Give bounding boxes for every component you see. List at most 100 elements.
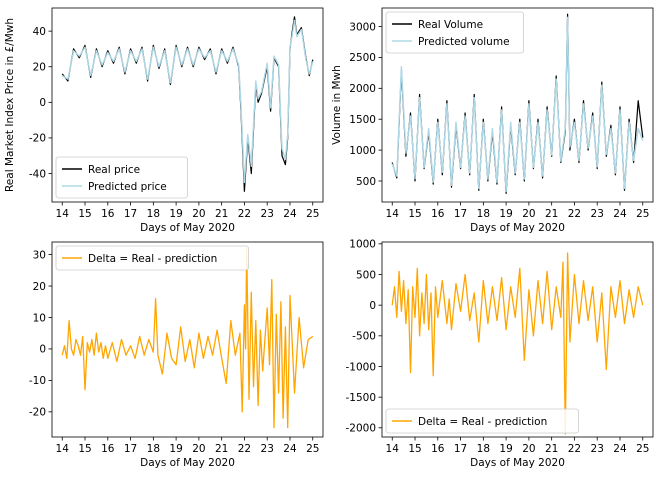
- price-delta-x-tick-label: 24: [283, 443, 297, 455]
- volume-delta-x-tick-label: 19: [499, 443, 512, 455]
- volume-x-tick-label: 15: [408, 208, 421, 220]
- volume-legend: Real Volume Predicted volume: [385, 11, 525, 54]
- volume-delta-x-tick-label: 15: [408, 443, 421, 455]
- volume-delta-legend: Delta = Real - prediction: [385, 408, 579, 434]
- price-legend-box: [55, 156, 188, 199]
- volume-delta-x-tick-label: 18: [477, 443, 490, 455]
- volume-delta-y-tick-label: 500: [356, 269, 376, 281]
- volume-x-axis-label: Days of May 2020: [470, 222, 565, 234]
- price-delta-series-group: [61, 247, 314, 429]
- price-x-tick-label: 22: [238, 208, 251, 220]
- price-y-tick-label: -20: [29, 133, 46, 145]
- volume-delta-x-tick-label: 24: [613, 443, 627, 455]
- price-legend-label-0: Real price: [88, 164, 140, 176]
- price-delta-x-tick-label: 18: [147, 443, 160, 455]
- price-delta-chart: 14 15 16 17 18 19 20 21 22 23 24 25 -20 -10 0 10 20 30 Day…: [29, 241, 324, 469]
- price-x-tick-label: 18: [147, 208, 160, 220]
- volume-x-tick-label: 19: [499, 208, 512, 220]
- price-x-axis-label: Days of May 2020: [140, 222, 235, 234]
- price-x-tick-label: 14: [56, 208, 70, 220]
- price-delta-y-tick-label: 30: [33, 249, 46, 261]
- volume-x-tick-label: 16: [431, 208, 445, 220]
- price-delta-series-0-line: [61, 247, 314, 429]
- volume-axes-frame: [381, 7, 654, 203]
- price-x-tick-label: 24: [283, 208, 297, 220]
- volume-legend-box: [385, 11, 525, 54]
- price-y-tick-label: -40: [29, 168, 46, 180]
- volume-x-tick-label: 14: [386, 208, 400, 220]
- volume-y-tick-label: 500: [356, 176, 376, 188]
- volume-legend-label-0: Real Volume: [418, 19, 483, 31]
- price-delta-y-tick-label: 20: [33, 281, 46, 293]
- price-delta-y-tick-label: 10: [33, 312, 46, 324]
- volume-y-tick-label: 1000: [349, 145, 376, 157]
- price-axes-frame: [51, 7, 324, 203]
- price-delta-legend-box: [55, 245, 249, 271]
- price-delta-y-tick-label: -10: [29, 375, 46, 387]
- price-legend-label-1: Predicted price: [88, 181, 167, 193]
- price-y-tick-label: 20: [33, 62, 46, 74]
- volume-delta-x-tick-label: 16: [431, 443, 445, 455]
- volume-y-tick-label: 2500: [349, 52, 376, 64]
- price-legend: Real price Predicted price: [55, 156, 188, 199]
- price-x-tick-label: 20: [192, 208, 205, 220]
- volume-series-1-line: [391, 16, 644, 193]
- volume-delta-axes-frame: [381, 241, 654, 438]
- price-delta-y-tick-label: -20: [29, 407, 46, 419]
- volume-series-group: [391, 13, 644, 194]
- volume-y-tick-label: 1500: [349, 114, 376, 126]
- price-delta-x-tick-label: 15: [78, 443, 91, 455]
- price-delta-x-tick-label: 23: [261, 443, 274, 455]
- volume-x-tick-label: 18: [477, 208, 490, 220]
- price-chart: 14 15 16 17 18 19 20 21 22 23 24 25 -40 -20 0 20 40 Days …: [4, 7, 324, 234]
- price-x-tick-label: 15: [78, 208, 91, 220]
- volume-x-tick-label: 23: [591, 208, 604, 220]
- volume-y-tick-label: 2000: [349, 83, 376, 95]
- volume-delta-x-axis-label: Days of May 2020: [470, 457, 565, 469]
- price-y-axis-label: Real Market Index Price in £/Mwh: [4, 18, 16, 192]
- volume-x-tick-label: 21: [545, 208, 558, 220]
- price-x-tick-label: 17: [124, 208, 137, 220]
- volume-delta-chart: 14 15 16 17 18 19 20 21 22 23 24 25 -2000 -1500 -1000 -…: [345, 239, 654, 469]
- volume-delta-y-tick-label: 0: [369, 300, 376, 312]
- price-series-1-line: [61, 19, 314, 184]
- price-delta-x-tick-label: 16: [101, 443, 115, 455]
- volume-delta-x-tick-label: 17: [454, 443, 467, 455]
- price-delta-x-tick-label: 22: [238, 443, 251, 455]
- price-delta-x-tick-label: 14: [56, 443, 70, 455]
- volume-x-tick-label: 24: [613, 208, 627, 220]
- volume-x-tick-label: 25: [636, 208, 649, 220]
- volume-delta-x-tick-label: 14: [386, 443, 400, 455]
- price-x-tick-label: 23: [261, 208, 274, 220]
- volume-delta-legend-box: [385, 408, 579, 434]
- price-delta-x-tick-label: 19: [169, 443, 182, 455]
- price-y-tick-label: 40: [33, 26, 46, 38]
- volume-delta-x-tick-label: 23: [591, 443, 604, 455]
- price-delta-x-tick-label: 21: [215, 443, 228, 455]
- volume-y-axis-label: Volume in Mwh: [331, 65, 343, 145]
- price-delta-x-tick-label: 17: [124, 443, 137, 455]
- volume-y-tick-label: 3000: [349, 21, 376, 33]
- volume-delta-x-tick-label: 21: [545, 443, 558, 455]
- volume-legend-label-1: Predicted volume: [418, 36, 510, 48]
- volume-delta-series-0-line: [391, 252, 644, 435]
- price-series-group: [61, 16, 314, 192]
- price-delta-x-tick-label: 25: [306, 443, 319, 455]
- price-x-tick-label: 21: [215, 208, 228, 220]
- price-delta-legend-label-0: Delta = Real - prediction: [88, 253, 217, 265]
- volume-delta-y-tick-label: -2000: [345, 423, 376, 435]
- price-delta-y-tick-label: 0: [39, 344, 46, 356]
- volume-delta-series-group: [391, 252, 644, 435]
- price-delta-x-tick-label: 20: [192, 443, 205, 455]
- volume-delta-x-tick-label: 22: [568, 443, 581, 455]
- volume-delta-legend-label-0: Delta = Real - prediction: [418, 416, 547, 428]
- volume-x-tick-label: 22: [568, 208, 581, 220]
- price-x-tick-label: 16: [101, 208, 115, 220]
- price-delta-legend: Delta = Real - prediction: [55, 245, 249, 271]
- volume-x-tick-label: 17: [454, 208, 467, 220]
- volume-chart: 14 15 16 17 18 19 20 21 22 23 24 25 500 1000 1500 2000 2…: [331, 7, 654, 234]
- price-x-tick-label: 19: [169, 208, 182, 220]
- volume-delta-y-tick-label: -1000: [345, 361, 376, 373]
- volume-delta-y-tick-label: -1500: [345, 392, 376, 404]
